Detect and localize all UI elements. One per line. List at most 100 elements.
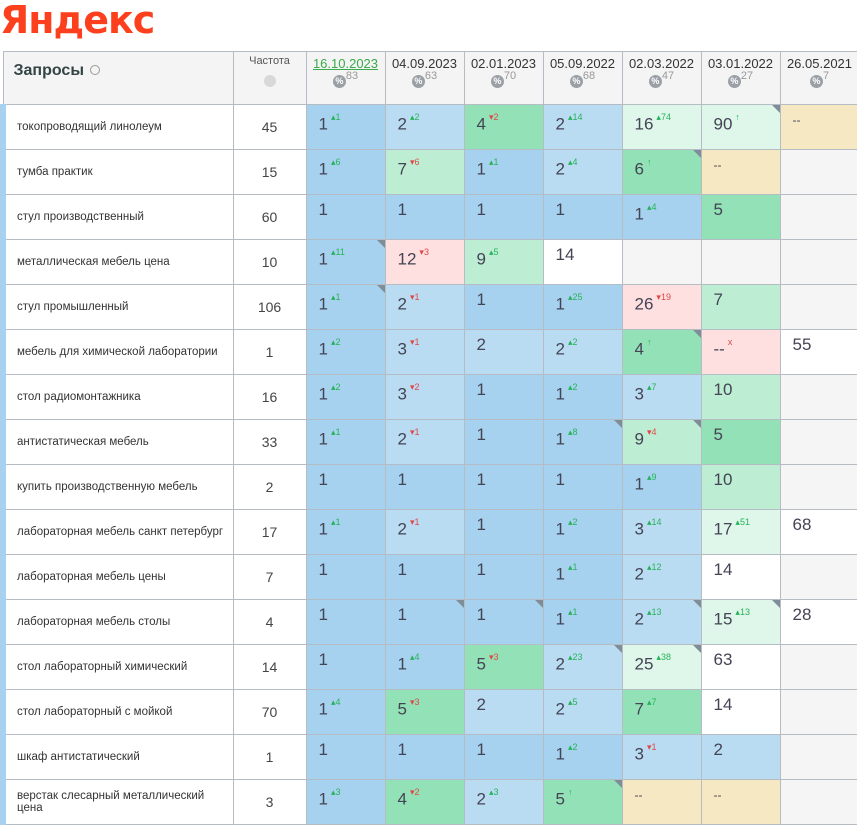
position-cell[interactable]: 9 ▴5	[463, 239, 544, 285]
position-cell[interactable]: 3 ▴7	[621, 374, 702, 420]
position-cell[interactable]: 1 ▴1	[305, 419, 386, 465]
position-cell[interactable]: 1	[463, 464, 544, 510]
position-cell[interactable]: 2 ▴12	[621, 554, 702, 600]
queries-header[interactable]: Запросы	[2, 51, 234, 105]
position-cell[interactable]: 2 ▴3	[463, 779, 544, 825]
position-cell[interactable]: 1 ▴6	[305, 149, 386, 195]
position-cell[interactable]: 1	[463, 509, 544, 555]
position-cell[interactable]: 1	[305, 554, 386, 600]
position-cell[interactable]: 1	[305, 734, 386, 780]
position-cell[interactable]: 1	[384, 599, 465, 645]
position-cell[interactable]: 1 ▴1	[305, 284, 386, 330]
position-cell[interactable]: 1 ▴1	[542, 554, 623, 600]
position-cell[interactable]	[779, 419, 857, 465]
position-cell[interactable]: 5 ▾3	[384, 689, 465, 735]
date-label[interactable]: 03.01.2022	[707, 56, 774, 71]
position-cell[interactable]: 2	[463, 329, 544, 375]
position-cell[interactable]: 2 ▴14	[542, 104, 623, 150]
position-cell[interactable]: 2 ▴5	[542, 689, 623, 735]
position-cell[interactable]: 1 ▴25	[542, 284, 623, 330]
position-cell[interactable]: 3 ▾1	[621, 734, 702, 780]
position-cell[interactable]: 2	[700, 734, 781, 780]
position-cell[interactable]: 1 ▴9	[621, 464, 702, 510]
query-name[interactable]: антистатическая мебель	[0, 419, 234, 465]
date-column-header[interactable]: 05.09.2022% 68	[542, 51, 623, 105]
position-cell[interactable]: 14	[700, 554, 781, 600]
query-name[interactable]: лабораторная мебель санкт петербург	[0, 509, 234, 555]
position-cell[interactable]: 4 ▾2	[384, 779, 465, 825]
position-cell[interactable]: 1	[463, 734, 544, 780]
position-cell[interactable]	[779, 779, 857, 825]
query-name[interactable]: токопроводящий линолеум	[0, 104, 234, 150]
position-cell[interactable]: 14	[542, 239, 623, 285]
query-name[interactable]: лабораторная мебель столы	[0, 599, 234, 645]
query-name[interactable]: стул промышленный	[0, 284, 234, 330]
position-cell[interactable]: 5 ▾3	[463, 644, 544, 690]
query-name[interactable]: стол лабораторный с мойкой	[0, 689, 234, 735]
date-column-header[interactable]: 04.09.2023% 63	[384, 51, 465, 105]
position-cell[interactable]: 14	[700, 689, 781, 735]
query-name[interactable]: стол лабораторный химический	[0, 644, 234, 690]
position-cell[interactable]: 9 ▾4	[621, 419, 702, 465]
position-cell[interactable]: 2	[463, 689, 544, 735]
position-cell[interactable]: 1	[384, 734, 465, 780]
query-name[interactable]: стол радиомонтажника	[0, 374, 234, 420]
position-cell[interactable]: 2 ▴23	[542, 644, 623, 690]
position-cell[interactable]	[779, 734, 857, 780]
position-cell[interactable]: 3 ▾2	[384, 374, 465, 420]
position-cell[interactable]	[779, 554, 857, 600]
position-cell[interactable]: 1	[305, 464, 386, 510]
position-cell[interactable]: 10	[700, 464, 781, 510]
position-cell[interactable]: 1 ▴1	[305, 104, 386, 150]
query-name[interactable]: металлическая мебель цена	[0, 239, 234, 285]
position-cell[interactable]: 1	[542, 194, 623, 240]
position-cell[interactable]: --	[700, 779, 781, 825]
date-column-header[interactable]: 02.03.2022% 47	[621, 51, 702, 105]
query-name[interactable]: купить производственную мебель	[0, 464, 234, 510]
position-cell[interactable]	[779, 689, 857, 735]
position-cell[interactable]: 55	[779, 329, 857, 375]
position-cell[interactable]: 1	[463, 419, 544, 465]
position-cell[interactable]: 10	[700, 374, 781, 420]
position-cell[interactable]	[779, 149, 857, 195]
date-column-header[interactable]: 02.01.2023% 70	[463, 51, 544, 105]
search-icon[interactable]	[89, 65, 100, 75]
position-cell[interactable]: 1 ▴1	[463, 149, 544, 195]
position-cell[interactable]: 1 ▴2	[305, 329, 386, 375]
position-cell[interactable]: 1	[384, 194, 465, 240]
date-label[interactable]: 26.05.2021	[786, 56, 853, 71]
position-cell[interactable]: 3 ▾1	[384, 329, 465, 375]
position-cell[interactable]	[779, 644, 857, 690]
position-cell[interactable]: 6 ↑	[621, 149, 702, 195]
date-column-header[interactable]: 16.10.2023% 83	[305, 51, 386, 105]
position-cell[interactable]: 1	[305, 644, 386, 690]
position-cell[interactable]: 5	[700, 419, 781, 465]
position-cell[interactable]	[779, 194, 857, 240]
position-cell[interactable]: 5 ↑	[542, 779, 623, 825]
position-cell[interactable]: 1	[463, 374, 544, 420]
date-label[interactable]: 04.09.2023	[391, 56, 458, 71]
position-cell[interactable]: 2 ▴13	[621, 599, 702, 645]
position-cell[interactable]	[779, 239, 857, 285]
date-label[interactable]: 05.09.2022	[549, 56, 616, 71]
query-name[interactable]: шкаф антистатический	[0, 734, 234, 780]
position-cell[interactable]: 1 ▴2	[542, 509, 623, 555]
position-cell[interactable]: 1	[542, 464, 623, 510]
position-cell[interactable]: 1 ▴2	[542, 734, 623, 780]
position-cell[interactable]: 2 ▴4	[542, 149, 623, 195]
position-cell[interactable]: 1	[463, 194, 544, 240]
position-cell[interactable]: 2 ▾1	[384, 509, 465, 555]
position-cell[interactable]: 1	[463, 554, 544, 600]
position-cell[interactable]: 1 ▴1	[305, 509, 386, 555]
position-cell[interactable]: 2 ▴2	[542, 329, 623, 375]
position-cell[interactable]: 1 ▴4	[305, 689, 386, 735]
query-name[interactable]: верстак слесарный металлический цена	[0, 779, 234, 825]
frequency-header[interactable]: Частота	[232, 51, 307, 105]
position-cell[interactable]: 1 ▴8	[542, 419, 623, 465]
position-cell[interactable]: 7 ▴7	[621, 689, 702, 735]
position-cell[interactable]: 1	[384, 464, 465, 510]
position-cell[interactable]: 17 ▴51	[700, 509, 781, 555]
position-cell[interactable]: 4 ↑	[621, 329, 702, 375]
date-column-header[interactable]: 03.01.2022% 27	[700, 51, 781, 105]
position-cell[interactable]: --	[621, 779, 702, 825]
